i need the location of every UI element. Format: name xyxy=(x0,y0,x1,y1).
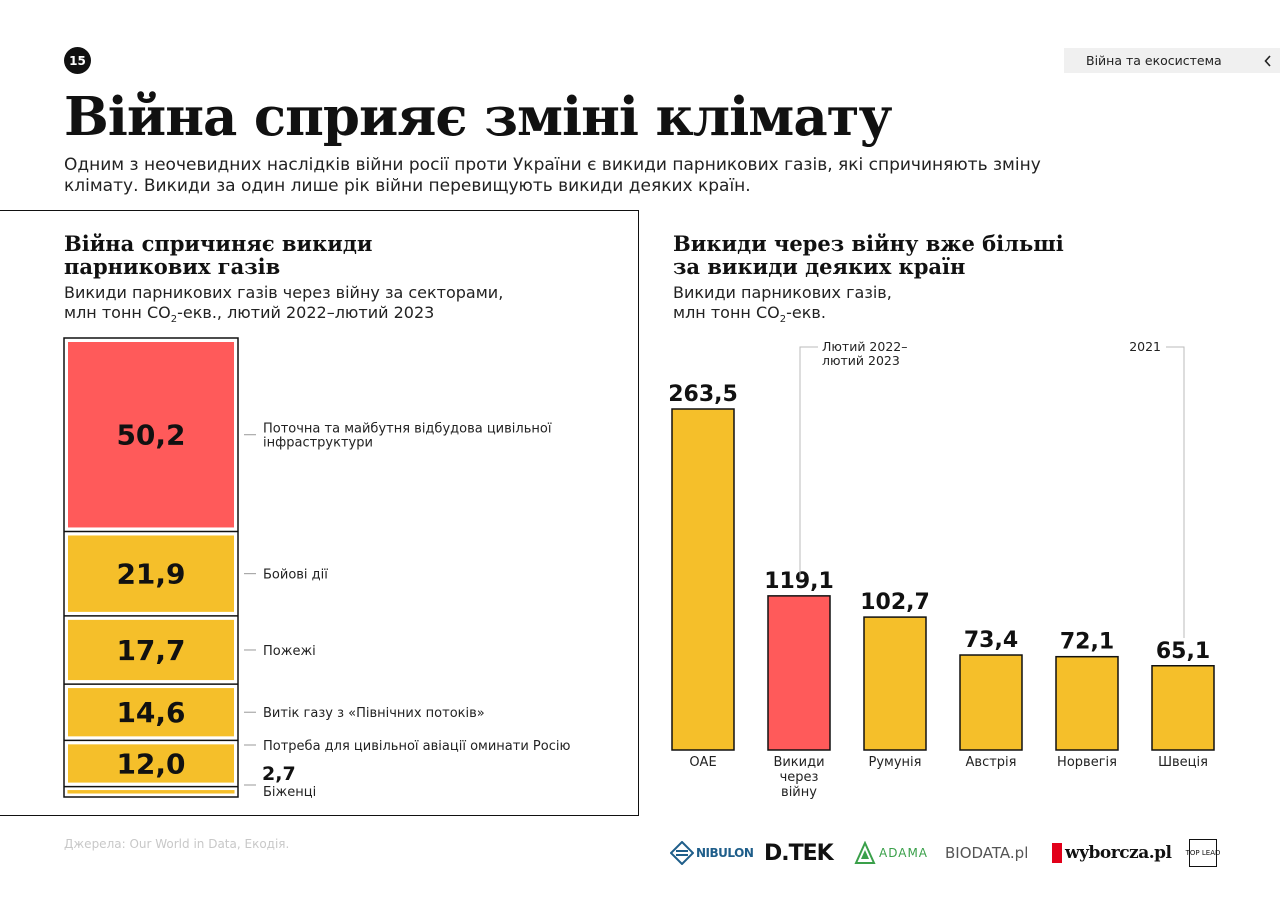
bar-value-label: 119,1 xyxy=(764,569,834,594)
section-tab-label: Війна та екосистема xyxy=(1086,53,1222,68)
left-chart-subtitle-line1: Викиди парникових газів через війну за с… xyxy=(64,283,504,302)
segment-value-label: 21,9 xyxy=(116,558,185,591)
segment-value-label: 17,7 xyxy=(116,634,185,667)
wyborcza-logo-mark xyxy=(1052,843,1062,863)
right-chart-title: Викиди через війну вже більші за викиди … xyxy=(673,232,1064,278)
bar-value-label: 263,5 xyxy=(668,382,738,407)
source-note: Джерела: Our World in Data, Екодія. xyxy=(64,837,290,851)
stack-segment xyxy=(68,342,234,528)
stack-segment xyxy=(68,688,234,737)
bar-category-label: Швеція xyxy=(1158,755,1208,770)
left-chart-title-line1: Війна спричиняє викиди xyxy=(64,231,373,256)
annotation-label: лютий 2023 xyxy=(822,353,900,368)
right-chart-subtitle-line2: млн тонн CO2-екв. xyxy=(673,303,826,326)
annotation-leader xyxy=(799,346,818,580)
bar-category-label: через xyxy=(780,770,819,785)
segment-category-label: Біженці xyxy=(263,785,316,800)
right-chart-subtitle: Викиди парникових газів, млн тонн CO2-ек… xyxy=(673,283,892,330)
page-title: Війна сприяє зміні клімату xyxy=(64,86,892,148)
segment-category-label: Поточна та майбутня відбудова цивільної xyxy=(263,422,552,437)
stack-segment xyxy=(67,790,235,794)
stack-frame xyxy=(63,337,239,798)
bar xyxy=(671,408,735,751)
right-chart-subtitle-line1: Викиди парникових газів, xyxy=(673,283,892,302)
left-chart-subtitle: Викиди парникових газів через війну за с… xyxy=(64,283,503,330)
biodata-logo: BIODATA.pl xyxy=(945,844,1029,862)
section-tab[interactable]: Війна та екосистема xyxy=(1064,48,1280,73)
stack-segment xyxy=(68,535,234,612)
bar-category-label: Румунія xyxy=(869,755,922,770)
partner-logos: NIBULON D.TEK ADAMA BIODATA.pl wyborcza.… xyxy=(670,836,1220,870)
bar xyxy=(1151,665,1215,751)
bar-category-label: Австрія xyxy=(966,755,1017,770)
bar-category-label: ОАЕ xyxy=(689,755,716,770)
bar-value-label: 65,1 xyxy=(1156,639,1210,664)
right-chart-title-line2: за викиди деяких країн xyxy=(673,254,966,279)
bar-category-label: війну xyxy=(781,785,817,800)
stack-segment xyxy=(68,744,234,783)
segment-category-label: Бойові дії xyxy=(263,568,328,583)
chevron-left-icon[interactable] xyxy=(1256,48,1280,73)
adama-logo: ADAMA xyxy=(854,836,928,870)
segment-value-label: 2,7 xyxy=(262,763,296,785)
left-chart-subtitle-line2: млн тонн CO2-екв., лютий 2022–лютий 2023 xyxy=(64,303,435,326)
adama-logo-mark xyxy=(854,841,876,864)
annotation-leader xyxy=(1166,346,1185,638)
sector-stacked-chart: 50,2 Поточна та майбутня відбудова цивіль… xyxy=(63,337,570,800)
toplead-logo: TOP LEAD xyxy=(1186,836,1220,870)
bar xyxy=(1055,655,1119,751)
bar xyxy=(767,595,831,751)
left-chart-panel xyxy=(0,210,639,816)
left-chart-title: Війна спричиняє викиди парникових газів xyxy=(64,232,372,278)
segment-category-label: Пожежі xyxy=(263,644,316,659)
stack-segment xyxy=(68,619,234,681)
bar-category-label: Норвегія xyxy=(1057,755,1117,770)
page-number: 15 xyxy=(64,47,91,74)
right-chart-title-line1: Викиди через війну вже більші xyxy=(673,231,1064,256)
annotation-label: 2021 xyxy=(1129,339,1161,354)
bar-category-label: Викиди xyxy=(773,755,824,770)
segment-value-label: 14,6 xyxy=(116,696,185,729)
annotation-label: Лютий 2022– xyxy=(822,339,908,354)
bar xyxy=(959,654,1023,751)
nibulon-logo-mark xyxy=(670,841,694,865)
segment-category-label: інфраструктури xyxy=(263,436,373,451)
bar-value-label: 72,1 xyxy=(1060,630,1114,655)
bar xyxy=(863,616,927,751)
segment-category-label: Потреба для цивільної авіації оминати Ро… xyxy=(263,739,570,754)
segment-category-label: Витік газу з «Північних потоків» xyxy=(263,706,485,721)
nibulon-logo: NIBULON xyxy=(670,836,754,870)
left-chart-title-line2: парникових газів xyxy=(64,254,281,279)
bar-value-label: 73,4 xyxy=(964,628,1018,653)
wyborcza-logo: wyborcza.pl xyxy=(1052,836,1172,870)
segment-value-label: 50,2 xyxy=(116,419,185,452)
segment-value-label: 12,0 xyxy=(116,747,185,780)
intro-text: Одним з неочевидних наслідків війни росі… xyxy=(64,155,1041,196)
bar-value-label: 102,7 xyxy=(860,590,930,615)
dtek-logo: D.TEK xyxy=(764,840,834,866)
